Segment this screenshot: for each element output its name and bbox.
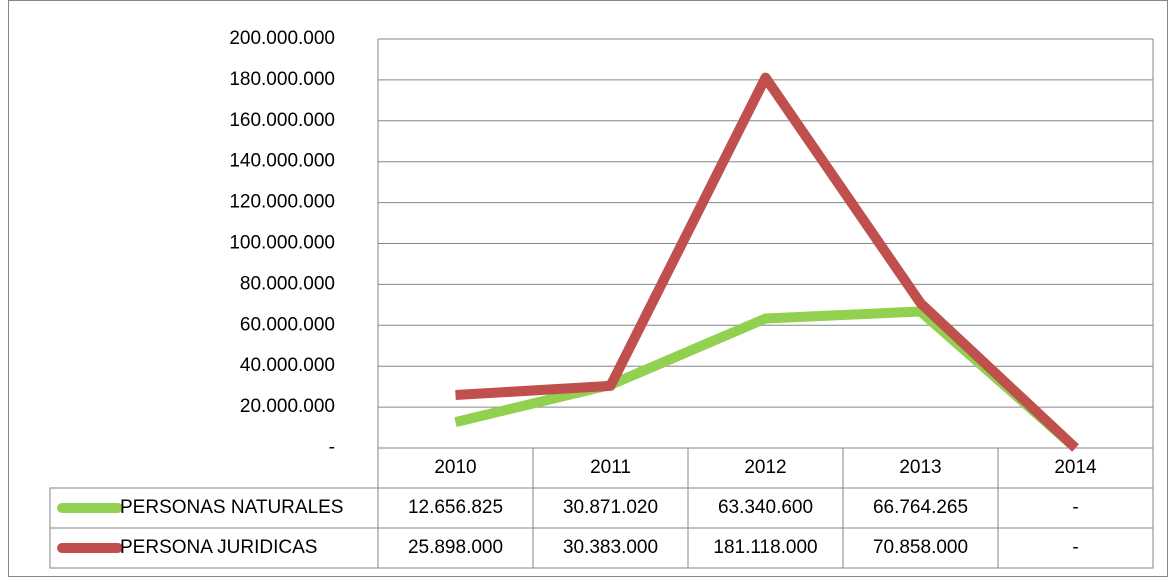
- table-value: 12.656.825: [408, 497, 503, 518]
- y-tick-label: 80.000.000: [240, 273, 335, 294]
- y-tick-label: 20.000.000: [240, 396, 335, 417]
- chart-border: [8, 0, 1168, 577]
- table-value: 30.871.020: [563, 497, 658, 518]
- y-tick-label: -: [329, 437, 335, 458]
- legend-label: PERSONAS NATURALES: [120, 497, 343, 518]
- table-value: 70.858.000: [873, 537, 968, 558]
- table-value: 181.118.000: [713, 537, 817, 558]
- table-value: 25.898.000: [408, 537, 503, 558]
- y-tick-label: 160.000.000: [229, 110, 335, 131]
- y-tick-label: 100.000.000: [229, 233, 335, 254]
- y-tick-label: 120.000.000: [229, 192, 335, 213]
- legend-label: PERSONA JURIDICAS: [120, 537, 317, 558]
- x-tick-label: 2011: [590, 457, 631, 478]
- table-value: -: [1072, 497, 1078, 518]
- x-tick-label: 2012: [744, 457, 786, 478]
- table-value: 30.383.000: [563, 537, 658, 558]
- table-value: -: [1072, 537, 1078, 558]
- x-tick-label: 2014: [1054, 457, 1097, 478]
- y-tick-label: 200.000.000: [229, 28, 335, 49]
- y-tick-label: 60.000.000: [240, 314, 335, 335]
- y-tick-label: 40.000.000: [240, 355, 335, 376]
- y-tick-label: 180.000.000: [229, 69, 335, 90]
- series-line: [455, 72, 1079, 452]
- table-value: 66.764.265: [873, 497, 968, 518]
- y-tick-label: 140.000.000: [229, 151, 335, 172]
- x-tick-label: 2013: [899, 457, 941, 478]
- table-value: 63.340.600: [718, 497, 813, 518]
- table-cell: [997, 527, 1154, 569]
- x-tick-label: 2010: [434, 457, 476, 478]
